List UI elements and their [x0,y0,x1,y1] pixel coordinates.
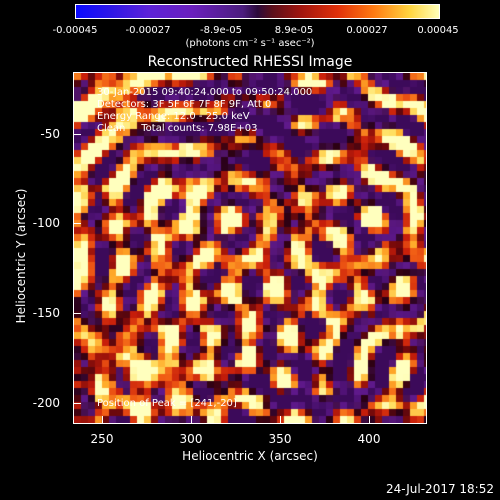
x-axis-label: Heliocentric X (arcsec) [182,449,318,463]
plot-title: Reconstructed RHESSI Image [147,54,353,70]
colorbar-tick-label: -0.00045 [52,25,98,36]
colorbar-tick-label: -8.9e-05 [200,25,242,36]
image-plot-area: 30-Jan-2015 09:40:24.000 to 09:50:24.000… [73,72,427,424]
colorbar [75,4,440,19]
x-tick-mark [191,416,192,424]
y-tick-mark [73,223,81,224]
colorbar-tick-label: 0.00045 [417,25,459,36]
colorbar-tick-label: -0.00027 [125,25,171,36]
x-tick-mark [102,416,103,424]
x-tick-label: 250 [90,432,114,446]
y-tick-label: -200 [32,396,60,410]
y-tick-label: -100 [32,216,60,230]
x-tick-label: 400 [357,432,381,446]
annotation-energy-range: Energy Range: 12.0 - 25.0 keV [97,111,250,122]
y-tick-mark [73,313,81,314]
x-tick-label: 300 [179,432,203,446]
annotation-detectors: Detectors: 3F 5F 6F 7F 8F 9F, Att 0 [97,99,272,110]
colorbar-tick-label: 0.00027 [346,25,388,36]
colorbar-units: (photons cm⁻² s⁻¹ asec⁻²) [185,38,315,49]
peak-position-label: Position of Peak = [241,-20] [97,398,237,409]
x-tick-mark [369,416,370,424]
y-tick-mark [73,403,81,404]
y-axis-label: Heliocentric Y (arcsec) [14,188,28,324]
timestamp-footer: 24-Jul-2017 18:52 [385,482,494,496]
y-tick-mark [73,134,81,135]
y-tick-label: -50 [40,127,60,141]
x-tick-label: 350 [268,432,292,446]
annotation-total-counts: Clean Total counts: 7.98E+03 [97,123,258,134]
x-tick-mark [280,416,281,424]
y-tick-label: -150 [32,306,60,320]
colorbar-tick-label: 8.9e-05 [274,25,314,36]
annotation-time-range: 30-Jan-2015 09:40:24.000 to 09:50:24.000 [97,87,313,98]
rhessi-image [74,73,426,423]
